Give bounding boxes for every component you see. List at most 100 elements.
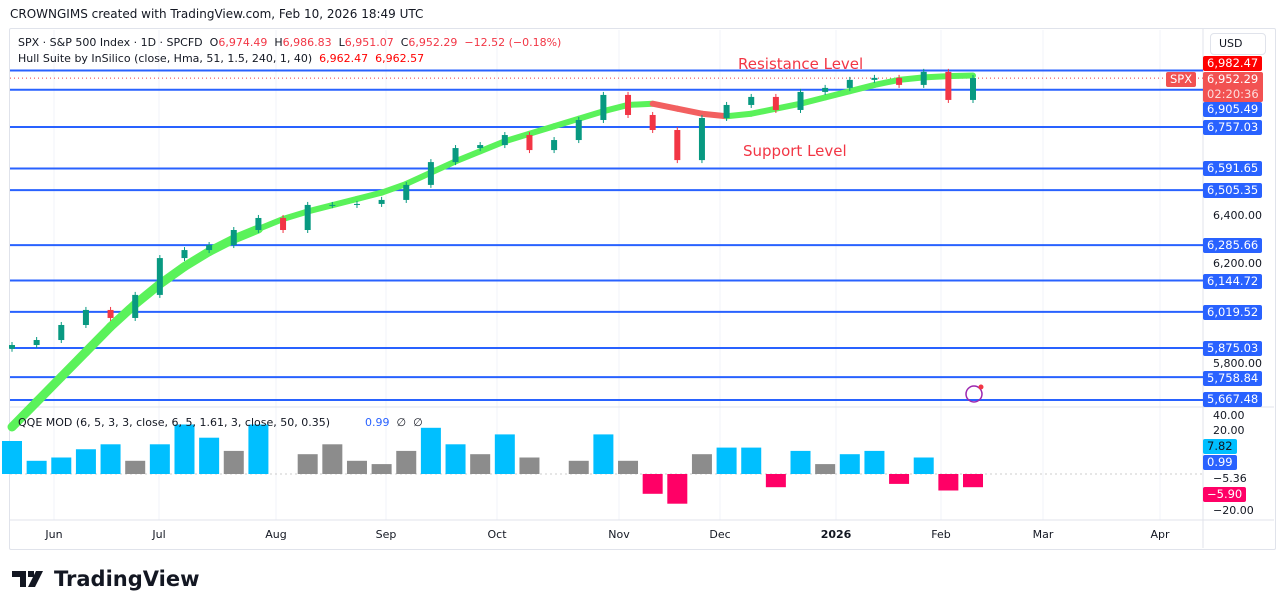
candle (82, 306, 89, 328)
qqe-axis-label: −20.00 (1213, 504, 1254, 517)
candle (206, 242, 213, 254)
alert-icon[interactable] (965, 385, 983, 403)
candle-body (501, 135, 508, 146)
hull-value-1: 6,962.47 (319, 52, 369, 65)
hull-band-segment (280, 208, 311, 222)
hull-band-segment (81, 322, 116, 357)
qqe-axis-label: −5.90 (1203, 487, 1247, 502)
hull-band-segment (329, 195, 360, 209)
x-tick-label: Oct (487, 528, 507, 541)
alert-dot-icon (978, 384, 984, 390)
symbol-name[interactable]: SPX · S&P 500 Index · 1D · SPCFD (18, 36, 203, 49)
qqe-bar (100, 444, 121, 474)
qqe-na-2: ∅ (413, 416, 423, 429)
candle (526, 132, 533, 154)
candle-body (698, 117, 705, 161)
candle (822, 84, 829, 95)
candle-body (82, 309, 89, 325)
qqe-bar (913, 457, 934, 474)
candle-body (970, 78, 976, 100)
qqe-name: QQE MOD (6, 5, 3, 3, close, 6, 5, 1.61, … (18, 416, 331, 429)
candle-body (945, 71, 952, 100)
candle-body (304, 204, 311, 231)
candle-body (600, 94, 607, 120)
qqe-legend[interactable]: QQE MOD (6, 5, 3, 3, close, 6, 5, 1.61, … (18, 416, 423, 429)
hull-band-segment (130, 279, 165, 309)
candle-body (797, 91, 804, 110)
level-price-tag: 6,144.72 (1203, 274, 1263, 289)
candle (280, 214, 287, 234)
candle (230, 226, 237, 249)
qqe-bar (420, 427, 441, 474)
candle (575, 116, 582, 144)
symbol-tag: SPX (1166, 72, 1197, 87)
hull-band-segment (698, 110, 730, 120)
x-tick-label: Apr (1150, 528, 1170, 541)
candle (920, 68, 927, 88)
high-label: H (274, 36, 283, 49)
tradingview-logo[interactable]: TradingView (12, 567, 199, 591)
candle (132, 291, 139, 321)
candle (452, 145, 459, 166)
hull-name: Hull Suite by InSilico (close, Hma, 51, … (18, 52, 313, 65)
qqe-value: 0.99 (365, 416, 390, 429)
candle-body (723, 104, 730, 118)
hull-band-segment (179, 247, 214, 272)
candle (551, 137, 558, 154)
candle (723, 101, 730, 121)
low-label: L (338, 36, 345, 49)
hull-legend[interactable]: Hull Suite by InSilico (close, Hma, 51, … (18, 52, 424, 65)
hull-band-segment (600, 101, 632, 115)
candle-body (526, 135, 533, 151)
hull-band-segment (403, 169, 434, 187)
candle-body (156, 258, 163, 295)
candle-body (132, 294, 139, 318)
candle (477, 142, 484, 152)
qqe-bar (445, 444, 466, 474)
candle-body (353, 203, 360, 205)
close-value: 6,952.29 (408, 36, 458, 49)
level-price-tag: 6,905.49 (1203, 102, 1263, 117)
qqe-bar (864, 450, 885, 474)
support-annotation: Support Level (743, 142, 847, 160)
qqe-bar (75, 449, 96, 474)
level-price-tag: 5,667.48 (1203, 392, 1263, 407)
qqe-bar (765, 474, 786, 488)
high-value: 6,986.83 (282, 36, 332, 49)
candle (772, 93, 779, 113)
qqe-bar (174, 424, 195, 474)
hull-band-segment (625, 100, 656, 108)
candle-body (920, 71, 927, 85)
qqe-axis-label: 0.99 (1203, 455, 1237, 470)
hull-band-segment (945, 72, 976, 80)
candle (181, 247, 188, 262)
hull-band-segment (452, 148, 484, 165)
hull-band-segment (477, 138, 508, 155)
hull-band-segment (526, 123, 558, 137)
qqe-bar (125, 460, 146, 474)
qqe-bar (199, 437, 220, 474)
candle (304, 201, 311, 234)
candle (698, 114, 705, 164)
level-price-tag: 6,019.52 (1203, 305, 1263, 320)
x-tick-label: Aug (265, 528, 287, 541)
candle-body (625, 94, 632, 115)
hull-value-2: 6,962.57 (375, 52, 425, 65)
hull-band-segment (748, 105, 779, 117)
close-label: C (400, 36, 409, 49)
currency-selector[interactable]: USD (1210, 33, 1266, 55)
candle (353, 200, 360, 208)
candle (970, 75, 976, 103)
hull-band-segment (674, 105, 705, 117)
chart-frame[interactable] (9, 28, 1276, 550)
level-price-tag: 6,591.65 (1203, 161, 1263, 176)
qqe-bar (938, 474, 959, 491)
hull-band-segment (353, 189, 385, 202)
hull-band-segment (723, 110, 755, 120)
qqe-bar (741, 447, 762, 474)
candle-body (896, 77, 903, 85)
symbol-legend: SPX · S&P 500 Index · 1D · SPCFD O6,974.… (18, 36, 561, 49)
change-value: −12.52 (−0.18%) (464, 36, 562, 49)
qqe-bar (297, 454, 318, 474)
